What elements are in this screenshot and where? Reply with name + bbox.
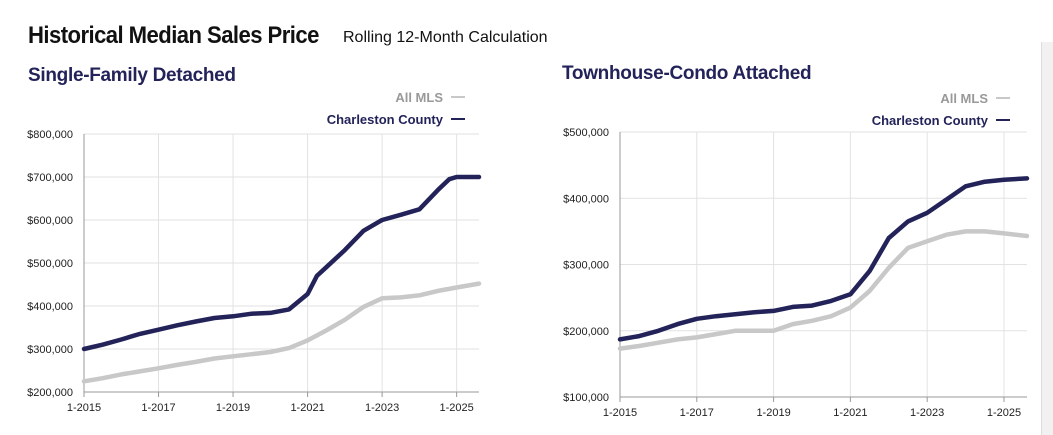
y-tick-label: $500,000 [563,127,609,139]
x-tick-label: 1-2023 [910,407,944,419]
y-tick-label: $200,000 [563,326,609,338]
series-line-charleston-county [81,174,482,352]
chart-townhouse-condo: $100,000 $200,000 $300,000 $400,000 $500,000… [563,127,1030,419]
x-tick-label: 1-2019 [756,407,790,419]
y-tick-label: $600,000 [27,215,73,227]
x-tick-label: 1-2015 [603,407,637,419]
legend-item-all-mls: All MLS [290,86,465,108]
x-tick-label: 1-2021 [290,402,324,414]
page-subtitle: Rolling 12-Month Calculation [343,29,548,46]
legend-item-charleston: Charleston County [835,109,1010,131]
x-tick-label: 1-2023 [365,402,399,414]
y-tick-label: $700,000 [27,172,73,184]
x-tick-label: 1-2019 [216,402,250,414]
y-tick-label: $200,000 [27,387,73,399]
legend-swatch-all-mls [451,96,465,98]
series-line-all-mls [81,281,482,384]
legend-label-charleston: Charleston County [871,112,988,128]
page-title: Historical Median Sales Price [28,22,319,49]
y-tick-label: $800,000 [27,129,73,141]
series-line-all-mls [617,229,1030,351]
legend-swatch-charleston [451,118,465,120]
x-tick-label: 1-2025 [440,402,474,414]
x-tick-label: 1-2025 [987,407,1021,419]
chart-title-single-family: Single-Family Detached [28,65,236,86]
legend-item-charleston: Charleston County [290,108,465,130]
chart-title-townhouse-condo: Townhouse-Condo Attached [562,63,812,84]
x-tick-label: 1-2017 [680,407,714,419]
y-tick-label: $400,000 [563,193,609,205]
x-tick-label: 1-2017 [141,402,175,414]
y-tick-label: $500,000 [27,258,73,270]
x-tick-label: 1-2021 [833,407,867,419]
legend-swatch-all-mls [996,97,1010,99]
y-tick-label: $300,000 [563,260,609,272]
y-tick-label: $300,000 [27,344,73,356]
legend-label-all-mls: All MLS [395,89,443,105]
legend-single-family: All MLS Charleston County [290,86,465,130]
series-line-charleston-county [617,176,1030,342]
x-tick-label: 1-2015 [67,402,101,414]
window-edge [1041,42,1053,435]
y-tick-label: $100,000 [563,392,609,404]
legend-swatch-charleston [996,119,1010,121]
legend-townhouse-condo: All MLS Charleston County [835,87,1010,131]
y-tick-label: $400,000 [27,301,73,313]
legend-label-all-mls: All MLS [940,90,988,106]
legend-label-charleston: Charleston County [326,111,443,127]
header: Historical Median Sales Price Rolling 12… [28,22,548,50]
legend-item-all-mls: All MLS [835,87,1010,109]
chart-single-family: $200,000 $300,000 $400,000 $500,000 $600,000… [27,129,482,414]
